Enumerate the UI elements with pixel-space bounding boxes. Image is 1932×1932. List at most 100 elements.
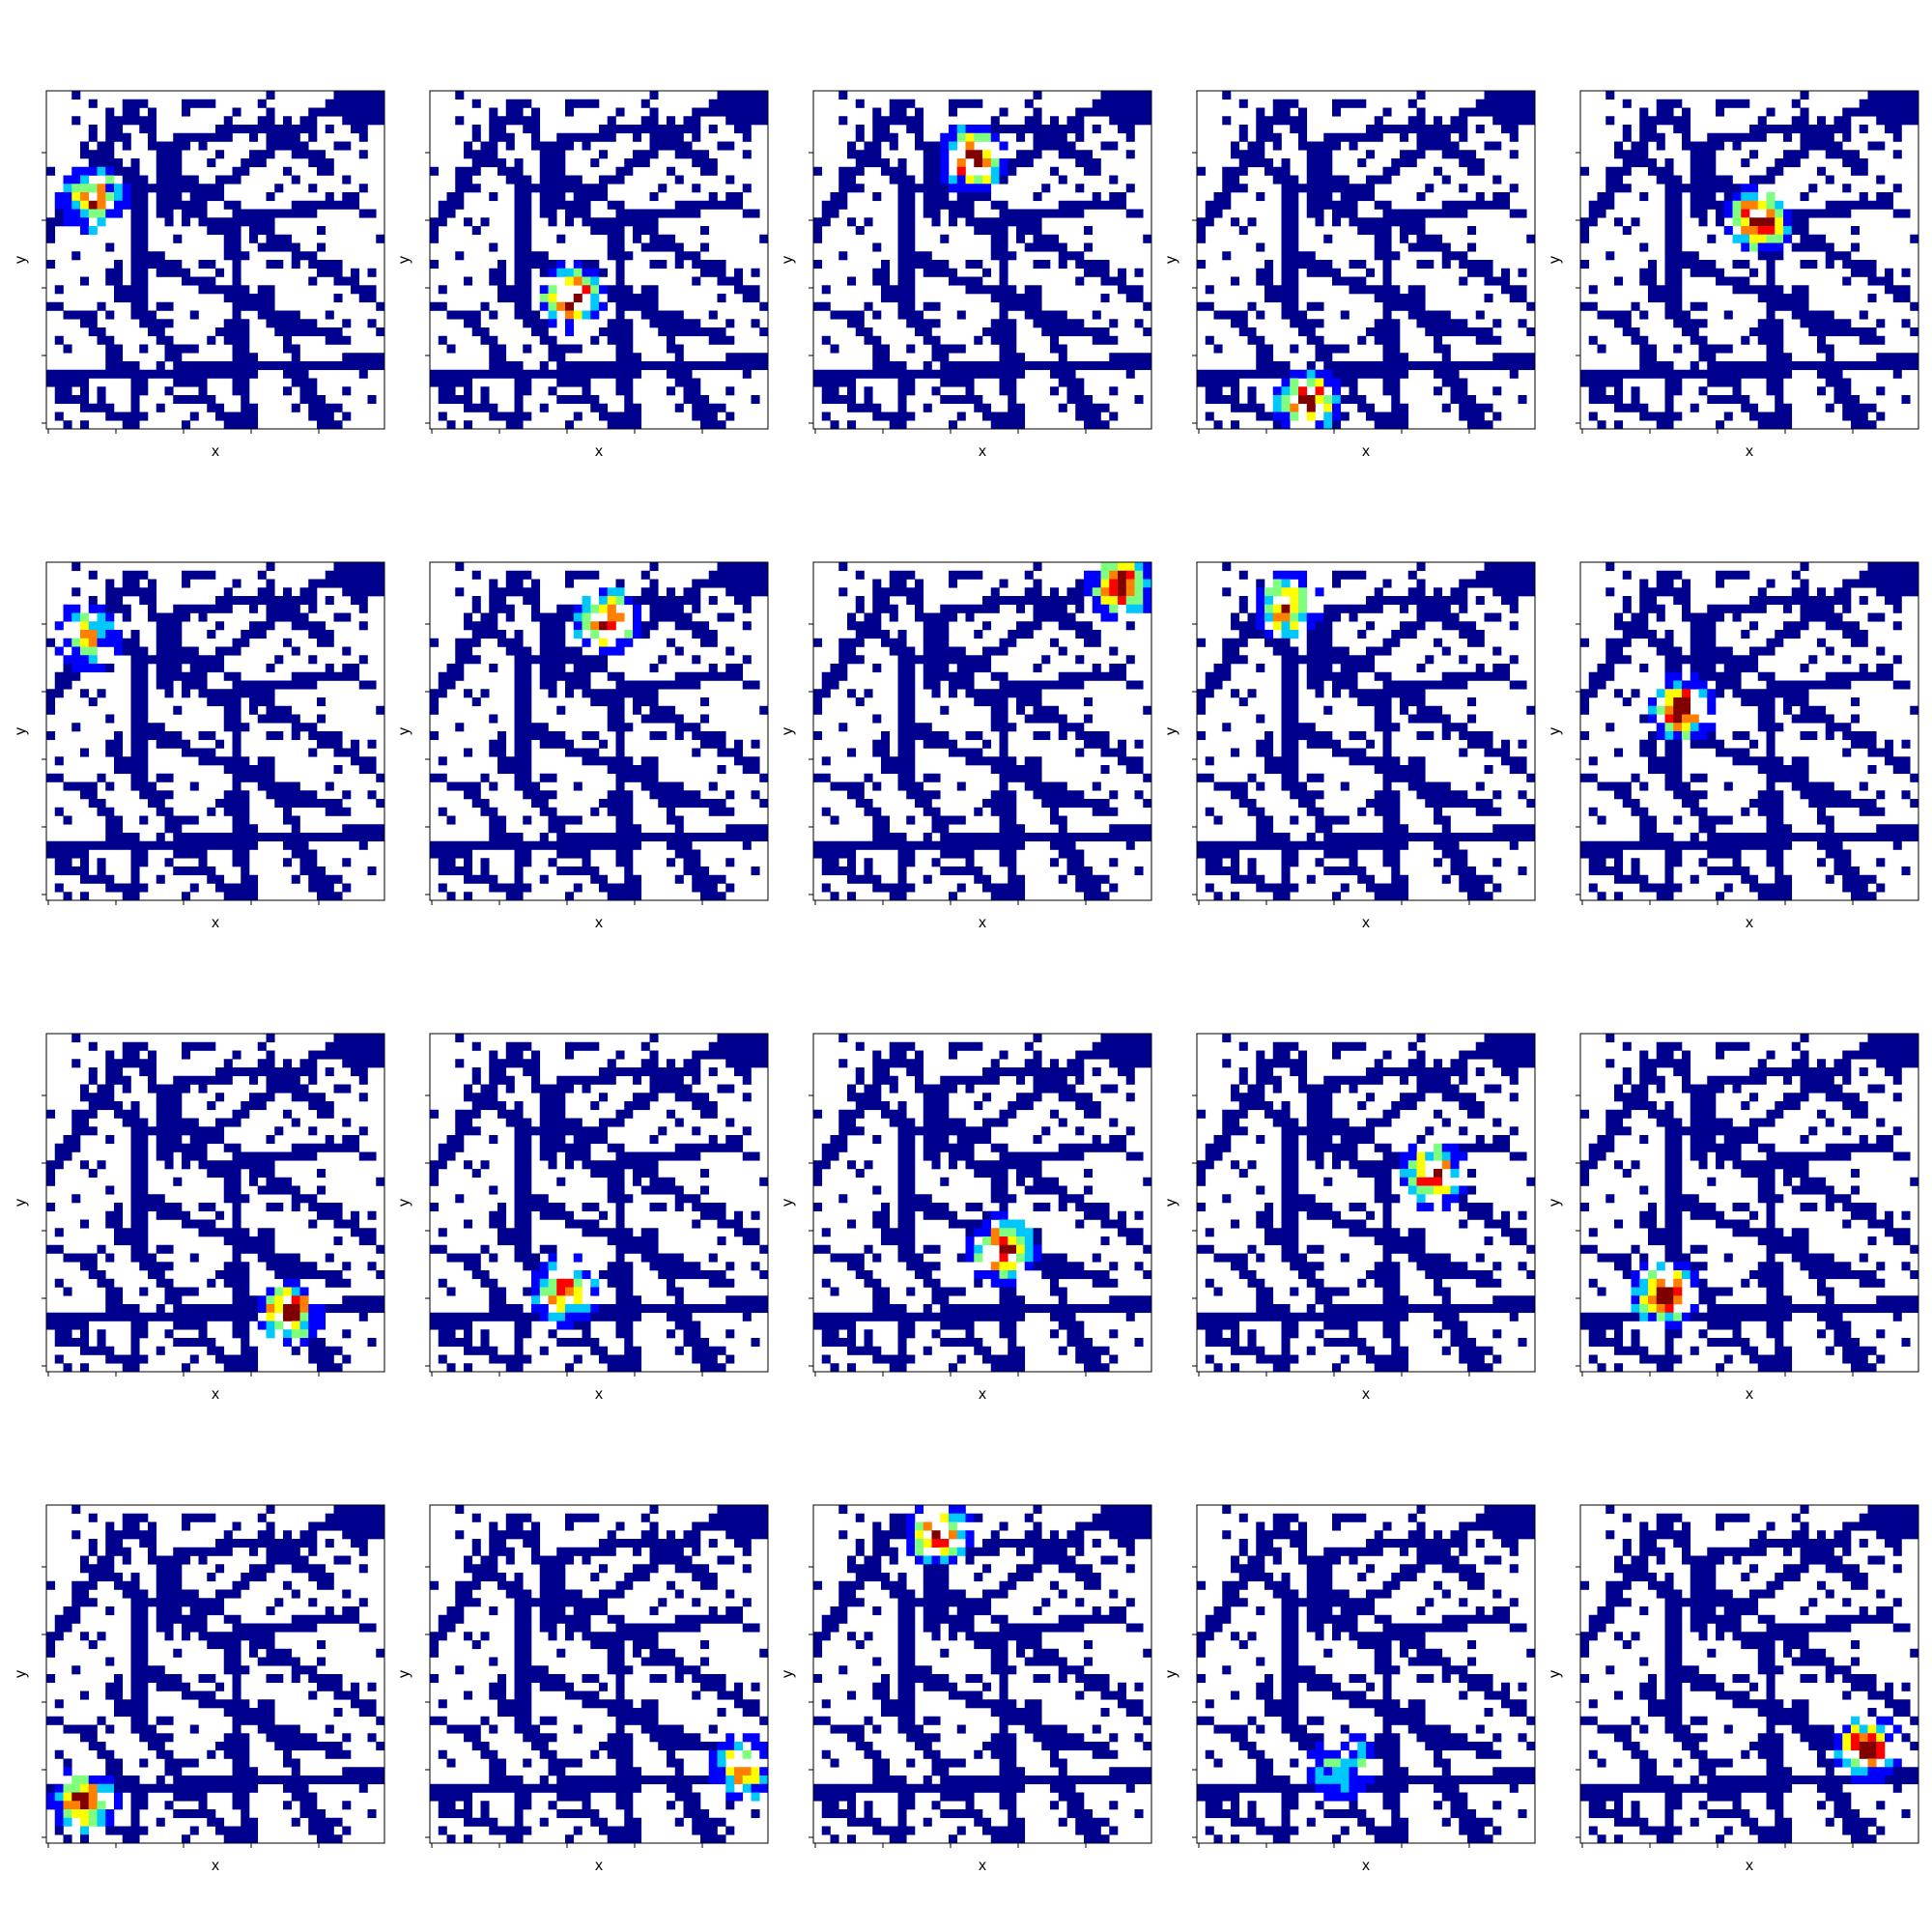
heatmap-cell — [582, 132, 591, 142]
heatmap-cell — [1306, 327, 1316, 337]
heatmap-cell — [683, 319, 693, 328]
heatmap-cell — [949, 671, 958, 681]
heatmap-cell — [582, 849, 591, 859]
heatmap-cell — [198, 671, 208, 681]
heatmap-cell — [1492, 91, 1502, 100]
heatmap-cell — [1033, 587, 1042, 597]
heatmap-cell — [523, 310, 532, 320]
heatmap-cell — [139, 175, 149, 185]
heatmap-cell — [1272, 412, 1282, 421]
heatmap-cell — [266, 301, 275, 311]
heatmap-cell — [232, 217, 242, 227]
heatmap-cell — [1825, 260, 1834, 270]
heatmap-cell — [1664, 166, 1674, 176]
heatmap-cell — [139, 646, 149, 656]
heatmap-cell — [189, 175, 199, 185]
heatmap-cell — [633, 596, 642, 606]
heatmap-cell — [1441, 403, 1451, 412]
heatmap-cell — [633, 158, 642, 168]
heatmap-cell — [1231, 420, 1240, 430]
heatmap-cell — [1673, 276, 1683, 286]
heatmap-cell — [897, 200, 907, 210]
heatmap-cell — [114, 200, 124, 210]
heatmap-cell — [446, 664, 456, 673]
heatmap-cell — [148, 587, 157, 597]
heatmap-cell — [990, 251, 1000, 261]
heatmap-cell — [599, 833, 609, 842]
heatmap-cell — [1732, 132, 1742, 142]
heatmap-cell — [122, 141, 131, 151]
heatmap-cell — [556, 824, 566, 834]
heatmap-cell — [1509, 285, 1519, 295]
heatmap-cell — [105, 242, 115, 252]
heatmap-cell — [692, 883, 701, 893]
heatmap-cell — [1058, 132, 1067, 142]
heatmap-cell — [700, 883, 710, 893]
heatmap-cell — [1723, 175, 1733, 185]
heatmap-cell — [674, 723, 684, 732]
heatmap-cell — [1749, 412, 1759, 421]
heatmap-cell — [615, 671, 625, 681]
heatmap-cell — [1033, 107, 1042, 117]
heatmap-cell — [692, 132, 701, 142]
heatmap-cell — [1281, 301, 1291, 311]
heatmap-cell — [990, 705, 1000, 715]
heatmap-cell — [539, 799, 549, 809]
heatmap-cell — [71, 587, 81, 597]
heatmap-cell — [173, 646, 183, 656]
heatmap-cell — [342, 664, 352, 673]
heatmap-cell — [1058, 596, 1067, 606]
heatmap-cell — [759, 773, 769, 782]
heatmap-cell — [999, 369, 1009, 379]
heatmap-cell — [333, 268, 343, 277]
heatmap-cell — [1407, 242, 1417, 252]
heatmap-cell — [1041, 319, 1051, 328]
heatmap-cell — [299, 840, 309, 850]
heatmap-cell — [599, 655, 609, 665]
heatmap-cell — [1066, 378, 1076, 387]
heatmap-cell — [999, 353, 1009, 362]
heatmap-cell — [1084, 714, 1094, 724]
heatmap-cell — [1441, 200, 1451, 210]
heatmap-cell — [640, 596, 650, 606]
heatmap-cell — [692, 386, 701, 396]
heatmap-cell — [864, 158, 873, 168]
heatmap-cell — [734, 268, 744, 277]
heatmap-cell — [105, 150, 115, 159]
heatmap-cell — [1323, 132, 1333, 142]
heatmap-cell — [742, 184, 752, 193]
heatmap-cell — [1459, 125, 1468, 134]
heatmap-cell — [1084, 226, 1094, 236]
heatmap-cell — [742, 116, 752, 126]
heatmap-cell — [299, 849, 309, 859]
heatmap-cell — [1791, 150, 1801, 159]
heatmap-cell — [717, 91, 726, 100]
heatmap-cell — [548, 268, 557, 277]
heatmap-cell — [1716, 395, 1725, 405]
heatmap-cell — [130, 867, 140, 876]
heatmap-cell — [232, 226, 242, 236]
heatmap-cell — [1492, 353, 1502, 362]
heatmap-cell — [207, 655, 216, 665]
heatmap-cell — [1707, 395, 1717, 405]
heatmap-cell — [692, 799, 701, 809]
heatmap-cell — [1349, 184, 1358, 193]
heatmap-cell — [1125, 107, 1135, 117]
heatmap-cell — [223, 217, 233, 227]
heatmap-cell — [351, 99, 360, 108]
heatmap-cell — [1588, 209, 1598, 218]
heatmap-cell — [207, 874, 216, 884]
heatmap-cell — [1272, 420, 1282, 430]
heatmap-cell — [1588, 386, 1598, 396]
heatmap-cell — [1298, 132, 1308, 142]
heatmap-cell — [1247, 141, 1257, 151]
heatmap-cell — [640, 765, 650, 775]
heatmap-cell — [700, 260, 710, 270]
heatmap-cell — [88, 570, 98, 580]
heatmap-cell — [649, 141, 659, 151]
heatmap-cell — [1698, 369, 1708, 379]
heatmap-cell — [667, 596, 676, 606]
heatmap-cell — [531, 731, 541, 741]
heatmap-cell — [624, 833, 634, 842]
heatmap-cell — [599, 175, 609, 185]
